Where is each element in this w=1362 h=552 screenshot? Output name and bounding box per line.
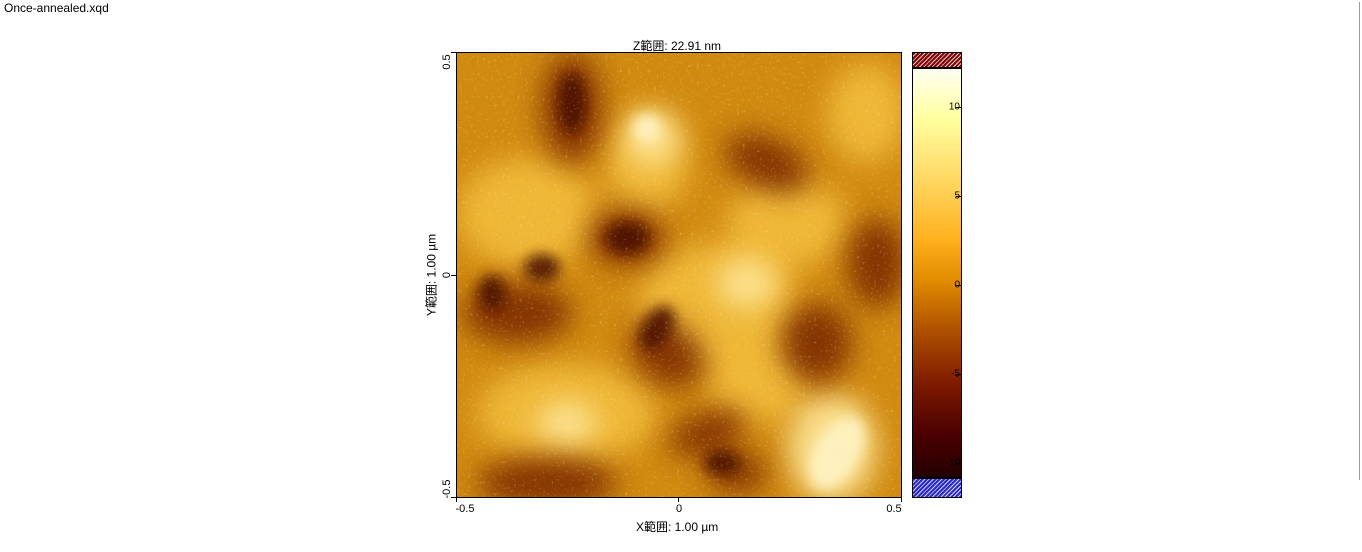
- y-tick-mark: [451, 275, 456, 276]
- over-range-swatch: [912, 52, 962, 68]
- y-tick-label: 0.5: [441, 54, 453, 70]
- afm-topography-image[interactable]: [456, 52, 902, 498]
- x-tick-label: 0.5: [886, 503, 902, 515]
- y-tick-label: -0.5: [441, 479, 453, 499]
- colorbar-tick-mark: [956, 285, 962, 286]
- y-tick-mark: [451, 497, 456, 498]
- y-tick-label: 0: [441, 271, 453, 279]
- colorbar-tick-label: -5: [951, 368, 960, 380]
- colorbar-tick-mark: [956, 107, 962, 108]
- panel-border: [1359, 2, 1360, 480]
- x-tick-mark: [456, 497, 457, 502]
- z-range-label: Z範囲: 22.91 nm: [633, 39, 722, 53]
- colorbar-tick-mark: [956, 374, 962, 375]
- x-range-label: X範囲: 1.00 µm: [636, 520, 719, 534]
- afm-height-map: [457, 53, 901, 497]
- colorbar-tick-mark: [956, 463, 962, 464]
- x-tick-mark: [678, 497, 679, 502]
- y-range-label: Y範囲: 1.00 µm: [424, 233, 439, 317]
- colorbar-tick-label: 10: [948, 101, 960, 113]
- colorbar-tick-label: 0: [954, 279, 960, 291]
- colorbar-tick-mark: [956, 196, 962, 197]
- x-tick-mark: [901, 497, 902, 502]
- x-tick-label: 0: [675, 503, 683, 515]
- under-range-swatch: [912, 478, 962, 498]
- height-color-scale: [912, 52, 962, 498]
- y-tick-mark: [451, 52, 456, 53]
- file-title: Once-annealed.xqd: [4, 1, 109, 15]
- x-tick-label: -0.5: [455, 503, 475, 515]
- colorbar-tick-label: -10: [945, 457, 960, 469]
- colorbar-tick-label: 5: [954, 190, 960, 202]
- height-gradient: [912, 68, 962, 478]
